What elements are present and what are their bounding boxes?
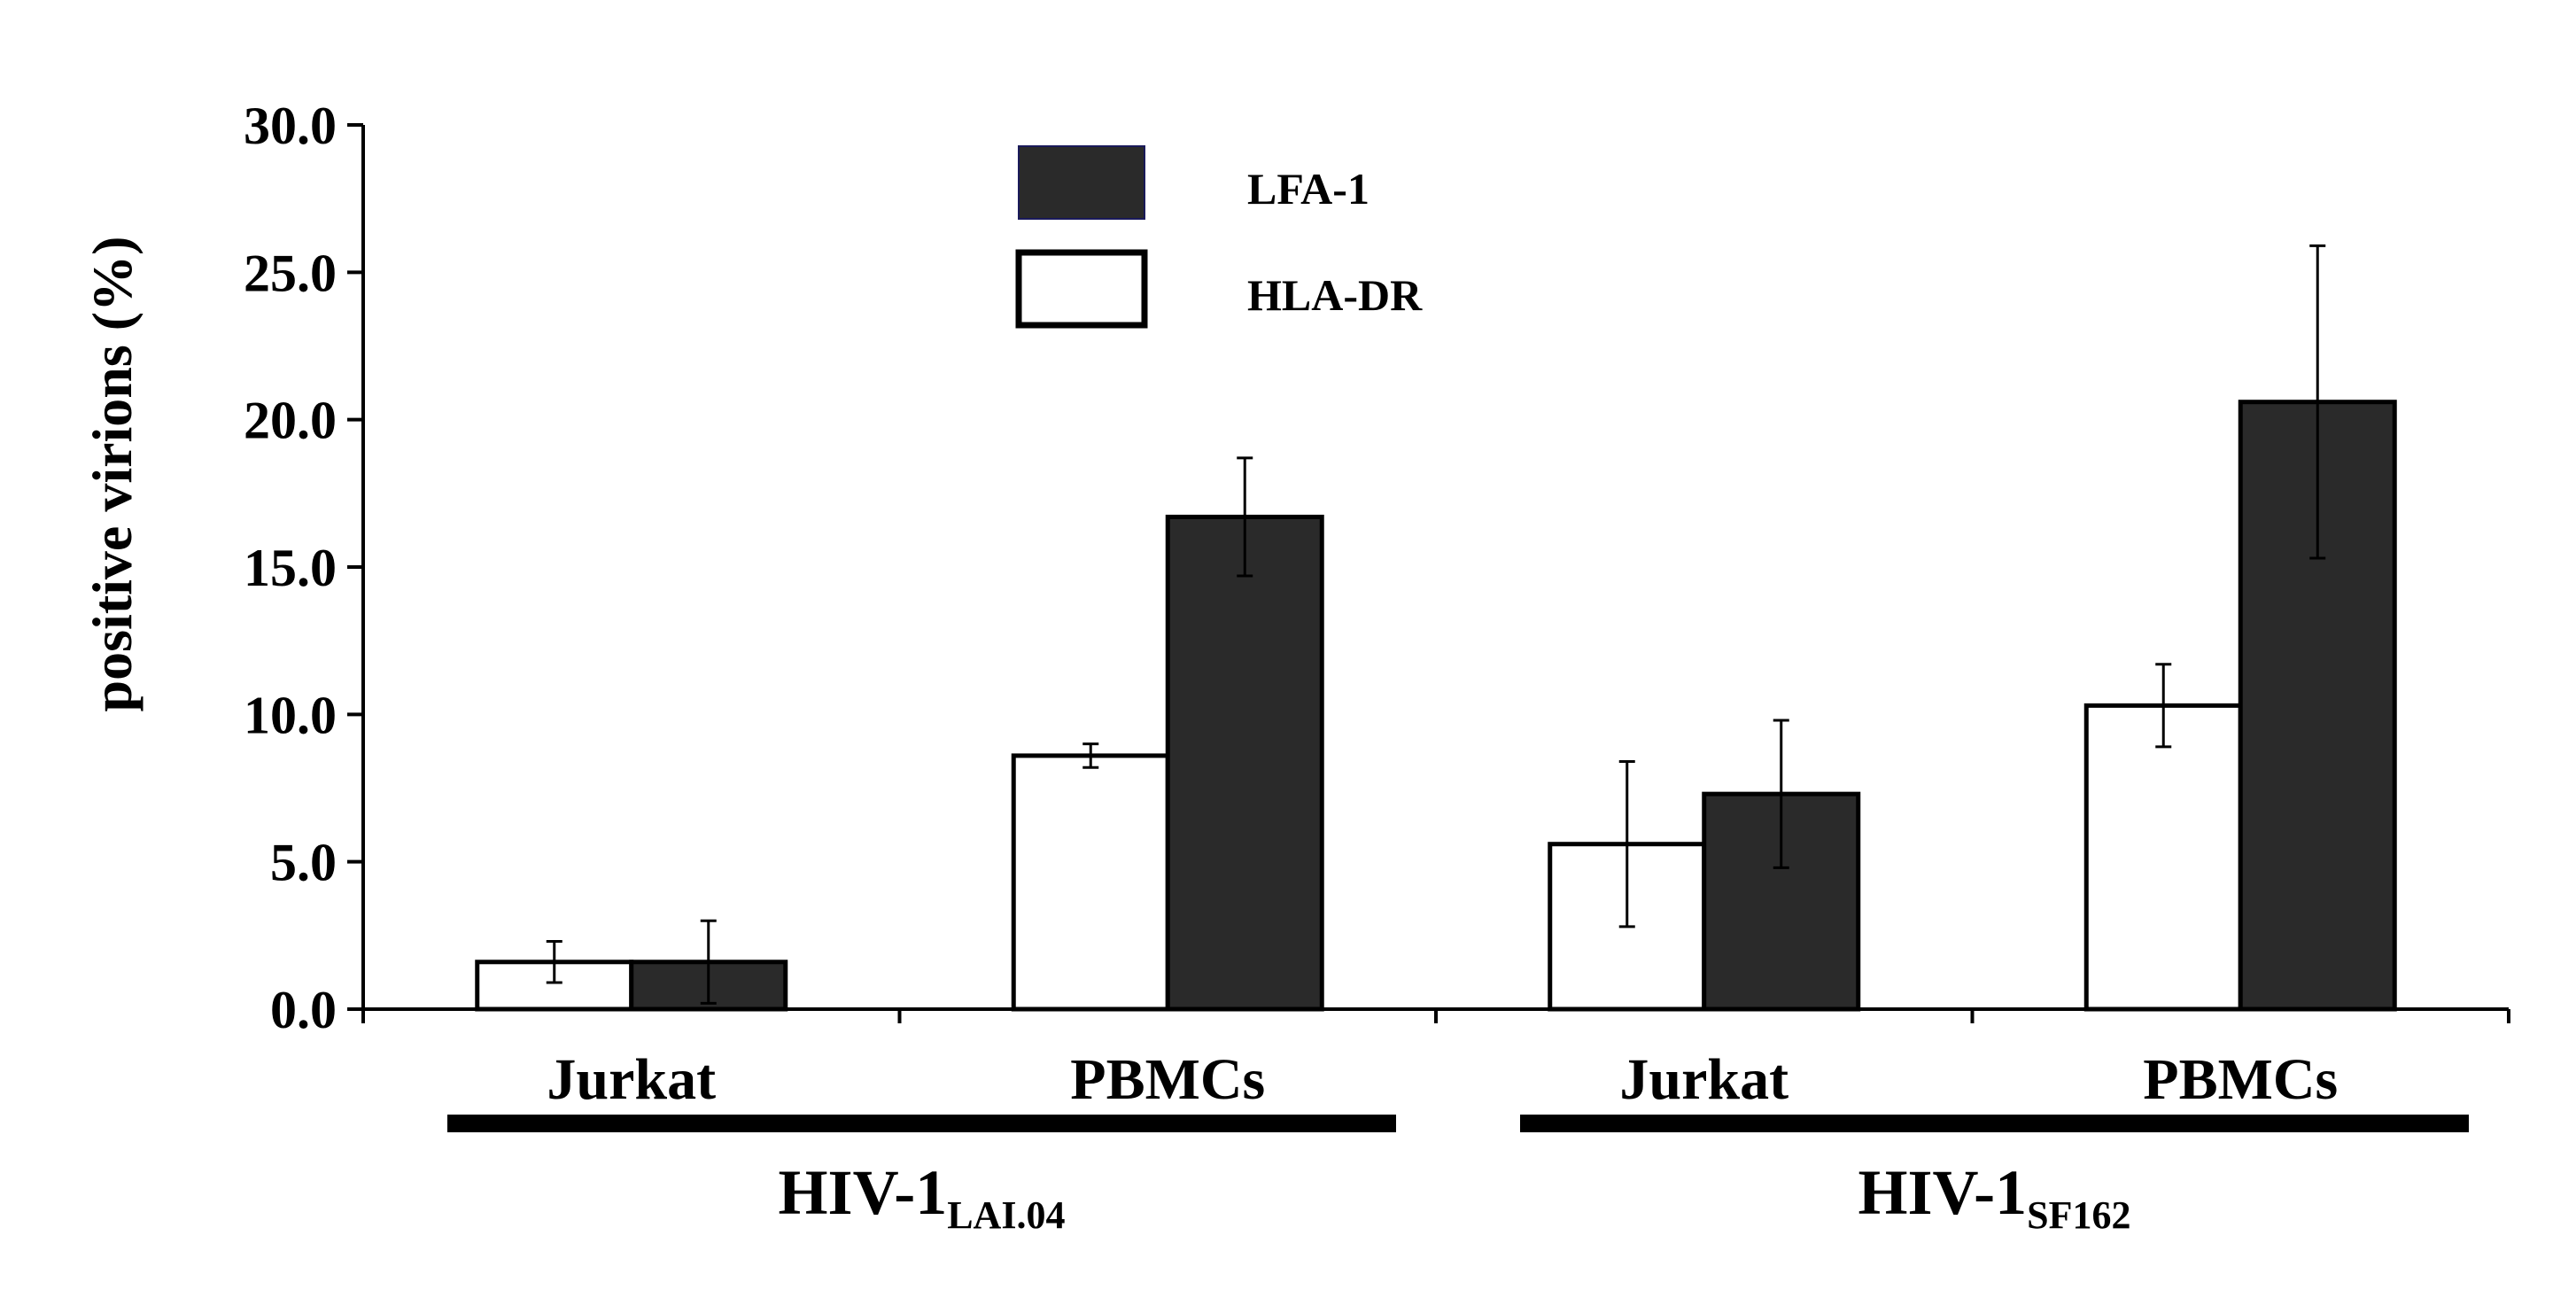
legend: LFA-1 HLA-DR xyxy=(1015,145,1423,329)
group-labels: HIV-1LAI.04 HIV-1SF162 xyxy=(447,1115,2469,1237)
y-tick-label: 10.0 xyxy=(244,686,337,744)
y-tick-label: 30.0 xyxy=(244,97,337,155)
y-tick-label: 5.0 xyxy=(270,834,337,892)
group-label: HIV-1SF162 xyxy=(1858,1157,2130,1237)
category-label: PBMCs xyxy=(1070,1047,1265,1112)
legend-swatch-hla-dr xyxy=(1015,249,1148,329)
y-tick-label: 25.0 xyxy=(244,244,337,302)
y-tick-label: 20.0 xyxy=(244,392,337,450)
y-axis-label: positive virions (%) xyxy=(81,237,144,712)
category-labels: Jurkat PBMCs Jurkat PBMCs xyxy=(547,1047,2338,1112)
group-label: HIV-1LAI.04 xyxy=(779,1157,1066,1237)
error-bars xyxy=(546,244,2326,1005)
group-bracket xyxy=(1520,1115,2469,1132)
category-label: Jurkat xyxy=(547,1047,716,1112)
y-axis: 0.0 5.0 10.0 15.0 20.0 25.0 30.0 xyxy=(244,97,365,1039)
bar-hla-dr-3 xyxy=(2083,703,2243,1012)
bar-lfa-1-1 xyxy=(1165,514,1324,1012)
y-tick-label: 0.0 xyxy=(270,981,337,1039)
legend-swatch-lfa-1 xyxy=(1018,145,1145,220)
bar-hla-dr-1 xyxy=(1011,753,1170,1012)
group-bracket xyxy=(447,1115,1396,1132)
legend-label: HLA-DR xyxy=(1247,270,1423,320)
y-tick-label: 15.0 xyxy=(244,539,337,597)
bars xyxy=(475,400,2397,1012)
category-label: Jurkat xyxy=(1619,1047,1788,1112)
category-label: PBMCs xyxy=(2143,1047,2338,1112)
legend-label: LFA-1 xyxy=(1247,164,1369,214)
